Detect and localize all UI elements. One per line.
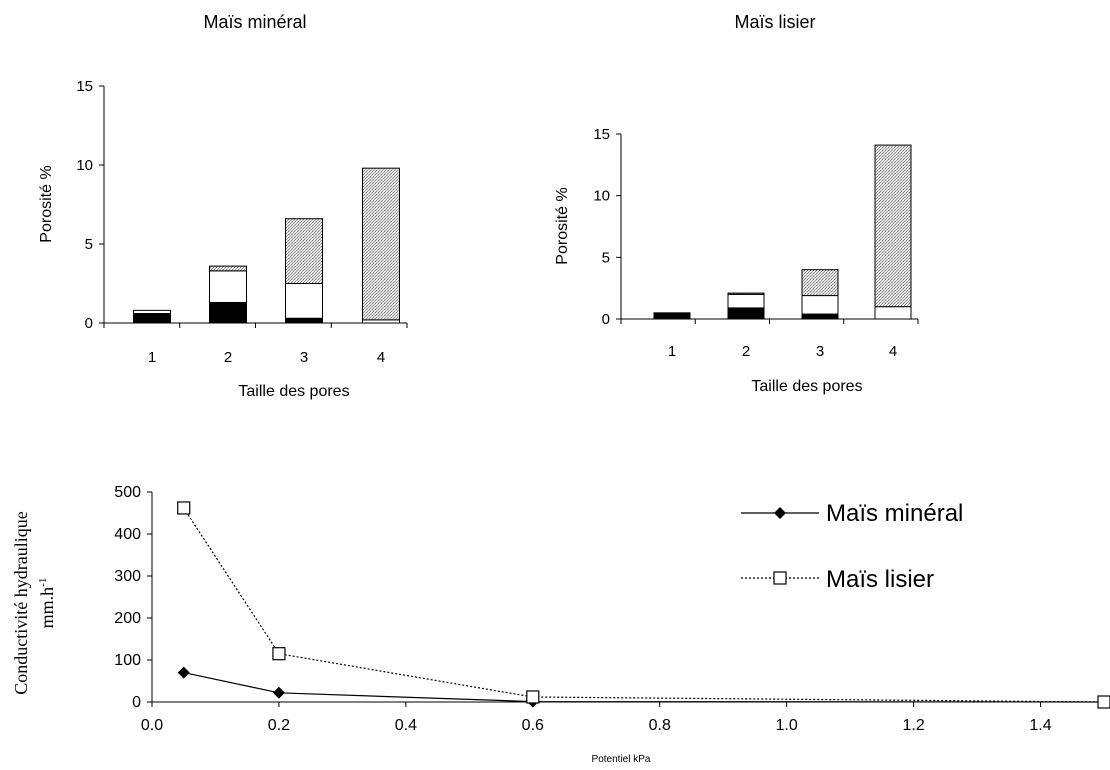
x-tick-label-1.2: 1.2 <box>902 717 924 734</box>
x-tick-label-lisier-2: 2 <box>742 343 750 360</box>
bar-mineral-cat1-seg2 <box>133 309 171 315</box>
bar-chart-mineral: Maïs minéral 1 2 3 4 0 5 10 15 Porosité % Taill… <box>38 12 408 400</box>
x-tick-label-lisier-3: 3 <box>816 343 824 360</box>
bar-lisier-cat2-seg2 <box>727 293 765 309</box>
bar-lisier-cat4-seg3 <box>874 144 912 308</box>
y-tick-label-mineral-5: 5 <box>85 236 93 253</box>
y-tick-label-200: 200 <box>114 610 141 627</box>
ticks-conductivity: 0.0 0.2 0.4 0.6 0.8 1.0 1.2 1.4 0 100 200 300 400 500 <box>114 484 1051 734</box>
bar-mineral-cat4-seg3 <box>362 167 400 321</box>
bar-mineral-cat2-seg1 <box>209 301 247 324</box>
bar-lisier-cat2-seg1 <box>727 307 765 320</box>
y-tick-label-mineral-0: 0 <box>85 315 93 332</box>
x-tick-label-0.6: 0.6 <box>522 717 544 734</box>
x-tick-label-1.0: 1.0 <box>776 717 798 734</box>
y-tick-label-500: 500 <box>114 484 141 501</box>
ticks-mineral: 1 2 3 4 0 5 10 15 <box>76 78 408 366</box>
x-tick-label-mineral-1: 1 <box>148 349 156 366</box>
y-tick-label-mineral-10: 10 <box>76 157 93 174</box>
x-tick-label-0.0: 0.0 <box>141 717 163 734</box>
bar-mineral-cat3-seg2 <box>285 283 323 319</box>
bar-lisier-cat3-seg3 <box>801 269 839 297</box>
x-tick-label-1.4: 1.4 <box>1029 717 1051 734</box>
legend-label-mineral: Maïs minéral <box>826 500 963 527</box>
bar-lisier-cat4-seg2 <box>874 306 912 320</box>
y-tick-label-300: 300 <box>114 568 141 585</box>
point-lisier-3 <box>1097 695 1110 709</box>
x-tick-label-0.4: 0.4 <box>395 717 417 734</box>
x-tick-label-mineral-2: 2 <box>224 349 232 366</box>
y-tick-label-lisier-10: 10 <box>593 188 610 205</box>
y-axis-label-unit: mm.h <box>37 587 57 629</box>
series-markers <box>177 501 1110 709</box>
x-tick-label-lisier-4: 4 <box>889 343 897 360</box>
x-tick-label-mineral-4: 4 <box>377 349 385 366</box>
bar-mineral-cat2-seg2 <box>209 270 247 303</box>
point-lisier-0 <box>177 501 191 515</box>
series-line-lisier <box>183 507 1105 703</box>
point-mineral-1 <box>272 686 285 699</box>
bar-marks-mineral <box>133 167 400 324</box>
bar-lisier-cat1-seg1 <box>653 312 691 320</box>
bar-lisier-cat3-seg2 <box>801 295 839 315</box>
bar-lisier-cat2-seg3 <box>727 292 765 295</box>
series-lines <box>183 507 1105 703</box>
bar-mineral-cat3-seg1 <box>285 317 323 324</box>
x-tick-label-mineral-3: 3 <box>300 349 308 366</box>
legend-label-lisier: Maïs lisier <box>826 566 934 593</box>
chart-title-lisier: Maïs lisier <box>734 12 815 32</box>
y-axis-label-line2: mm.h-1 <box>37 578 57 629</box>
y-axis-label-mineral: Porosité % <box>38 165 55 242</box>
y-tick-label-lisier-5: 5 <box>602 249 610 266</box>
x-tick-label-0.2: 0.2 <box>268 717 290 734</box>
bar-chart-lisier: Maïs lisier 1 2 3 4 0 5 10 15 Porosité % Taille… <box>554 12 919 395</box>
legend-marker-mineral <box>774 507 786 519</box>
y-axis-label-lisier: Porosité % <box>554 187 571 264</box>
point-lisier-1 <box>272 647 286 661</box>
y-tick-label-mineral-15: 15 <box>76 78 93 95</box>
point-lisier-2 <box>526 690 540 704</box>
bar-marks-lisier <box>653 144 912 320</box>
y-tick-label-100: 100 <box>114 652 141 669</box>
y-axis-label-superscript: -1 <box>37 578 49 587</box>
y-tick-label-lisier-15: 15 <box>593 126 610 143</box>
legend-marker-lisier <box>773 571 787 585</box>
x-tick-label-0.8: 0.8 <box>649 717 671 734</box>
bar-mineral-cat3-seg3 <box>285 218 323 284</box>
y-axis-label-line1: Conductivité hydraulique <box>11 511 31 694</box>
line-chart-conductivity: 0.0 0.2 0.4 0.6 0.8 1.0 1.2 1.4 0 100 200 300 400 500… <box>11 484 1110 765</box>
x-axis-label-conductivity: Potentiel kPa <box>592 754 651 765</box>
bar-lisier-cat3-seg1 <box>801 313 839 320</box>
chart-title-mineral: Maïs minéral <box>203 12 306 32</box>
point-mineral-0 <box>177 666 190 679</box>
y-tick-label-lisier-0: 0 <box>602 311 610 328</box>
series-line-mineral <box>183 672 1105 703</box>
x-axis-label-lisier: Taille des pores <box>751 378 862 395</box>
bar-mineral-cat2-seg3 <box>209 265 247 272</box>
bar-mineral-cat1-seg1 <box>133 313 171 324</box>
x-tick-label-lisier-1: 1 <box>668 343 676 360</box>
y-tick-label-400: 400 <box>114 526 141 543</box>
x-axis-label-mineral: Taille des pores <box>238 383 349 400</box>
legend: Maïs minéral Maïs lisier <box>741 500 963 593</box>
ticks-lisier: 1 2 3 4 0 5 10 15 <box>593 126 919 360</box>
y-tick-label-0: 0 <box>132 694 141 711</box>
